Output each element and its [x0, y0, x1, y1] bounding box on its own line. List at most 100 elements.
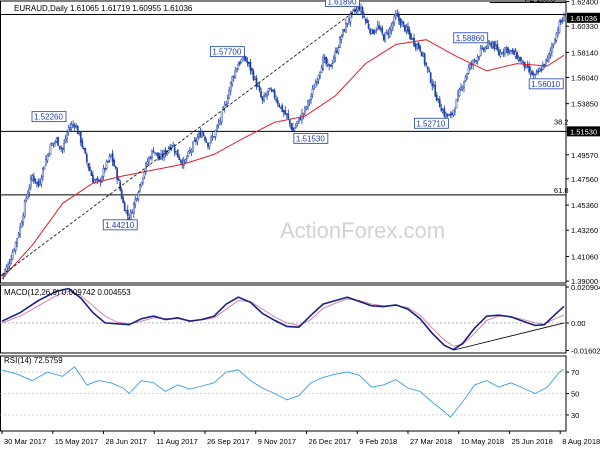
- price-label-box: [453, 32, 489, 44]
- candle-body: [391, 22, 394, 28]
- candle-body: [454, 108, 456, 113]
- candle-body: [449, 114, 452, 116]
- macd-pane: 0.020904 0.00 -0.016023: [0, 283, 600, 355]
- candle-body: [373, 31, 376, 33]
- candle-body: [467, 66, 470, 74]
- candle-body: [352, 9, 355, 11]
- candle-body: [448, 114, 450, 117]
- candle-body: [541, 64, 544, 71]
- candle-body: [81, 140, 84, 148]
- candle-body: [188, 150, 191, 153]
- x-tick-label: 30 Mar 2017: [4, 437, 46, 446]
- macd-y-tick-label: 0.020904: [571, 283, 600, 292]
- candle-body: [308, 100, 311, 103]
- candle-body: [231, 76, 234, 85]
- price-label-box: [31, 111, 67, 123]
- candle-body: [72, 124, 75, 126]
- fe-level-label: FE 100.0: [525, 0, 555, 4]
- candle-body: [422, 53, 424, 57]
- candle-body: [205, 141, 208, 143]
- candle-body: [332, 58, 335, 63]
- candle-body: [164, 149, 167, 155]
- candle-body: [475, 60, 477, 62]
- candle-body: [367, 23, 370, 29]
- fib-61-label: 61.8: [554, 186, 569, 195]
- candle-body: [104, 167, 106, 170]
- candle-body: [528, 66, 531, 73]
- candle-body: [402, 21, 405, 25]
- candle-body: [146, 161, 149, 165]
- price-label-box: [102, 219, 138, 231]
- candle-body: [326, 62, 329, 65]
- candle-body: [73, 124, 76, 127]
- candle-body: [282, 110, 285, 113]
- candle-body: [149, 157, 152, 159]
- candle-body: [211, 136, 214, 139]
- candle-body: [423, 53, 426, 64]
- candle-body: [434, 84, 437, 97]
- candle-body: [557, 30, 559, 35]
- candle-body: [116, 168, 118, 180]
- candle-body: [399, 18, 402, 26]
- candle-body: [32, 175, 35, 181]
- candle-body: [270, 89, 273, 92]
- candle-body: [279, 106, 282, 109]
- candle-body: [28, 188, 31, 194]
- candle-body: [192, 142, 194, 152]
- candle-body: [532, 73, 535, 76]
- candle-body: [487, 42, 490, 47]
- rsi-y-tick-label: 30: [571, 411, 579, 420]
- candle-body: [393, 15, 396, 23]
- candle-body: [10, 259, 12, 264]
- candle-body: [275, 98, 278, 101]
- candle-body: [42, 167, 44, 178]
- price-y-tick-label: 1.41060: [571, 252, 598, 261]
- candle-body: [113, 160, 115, 167]
- candle-body: [401, 22, 403, 27]
- candle-body: [502, 51, 505, 54]
- candle-body: [461, 86, 464, 90]
- candle-body: [204, 136, 206, 141]
- candle-body: [390, 25, 393, 31]
- candle-body: [338, 37, 341, 49]
- candle-body: [34, 178, 37, 183]
- candle-body: [549, 50, 552, 55]
- candle-body: [5, 266, 8, 272]
- candle-body: [554, 40, 556, 45]
- candle-body: [57, 136, 59, 146]
- candle-body: [7, 264, 9, 269]
- candle-body: [45, 158, 47, 166]
- candle-body: [172, 145, 175, 147]
- candle-body: [132, 203, 135, 214]
- candle-body: [55, 138, 58, 142]
- candle-body: [51, 143, 53, 146]
- candle-body: [78, 132, 81, 135]
- candle-body: [213, 136, 215, 138]
- candle-body: [148, 157, 150, 163]
- candle-body: [181, 161, 184, 166]
- candle-body: [202, 132, 205, 136]
- candle-body: [363, 15, 365, 18]
- candle-body: [325, 57, 328, 65]
- candle-body: [258, 86, 261, 91]
- candle-body: [223, 104, 226, 109]
- candle-body: [82, 147, 85, 150]
- macd-frame: [0, 284, 567, 354]
- candle-body: [16, 238, 18, 244]
- candle-body: [66, 133, 68, 139]
- rsi-line: [1, 366, 565, 418]
- candle-body: [22, 215, 25, 224]
- candle-body: [207, 142, 209, 148]
- candle-body: [552, 43, 555, 46]
- x-tick-label: 15 May 2017: [55, 437, 98, 446]
- price-trendline: [1, 7, 360, 276]
- candle-body: [431, 83, 434, 87]
- candle-body: [98, 179, 100, 182]
- candle-body: [257, 85, 259, 87]
- candle-body: [61, 147, 64, 150]
- price-label-box: [528, 78, 564, 90]
- x-tick-label: 25 Jun 2018: [511, 437, 552, 446]
- candle-body: [341, 29, 344, 36]
- candle-body: [267, 87, 270, 92]
- candle-body: [92, 174, 94, 183]
